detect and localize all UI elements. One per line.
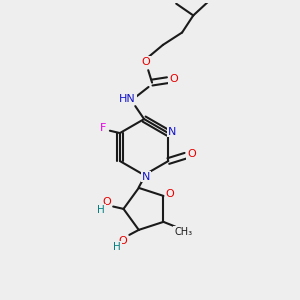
Text: O: O	[187, 149, 196, 159]
Text: O: O	[166, 189, 174, 200]
Text: O: O	[102, 197, 111, 207]
Text: O: O	[169, 74, 178, 84]
Text: O: O	[118, 236, 127, 246]
Text: H: H	[97, 205, 105, 215]
Text: N: N	[141, 172, 150, 182]
Text: CH₃: CH₃	[174, 227, 192, 237]
Text: O: O	[141, 57, 150, 67]
Text: F: F	[100, 123, 106, 133]
Text: N: N	[168, 127, 177, 136]
Text: HN: HN	[119, 94, 136, 104]
Text: H: H	[113, 242, 121, 252]
